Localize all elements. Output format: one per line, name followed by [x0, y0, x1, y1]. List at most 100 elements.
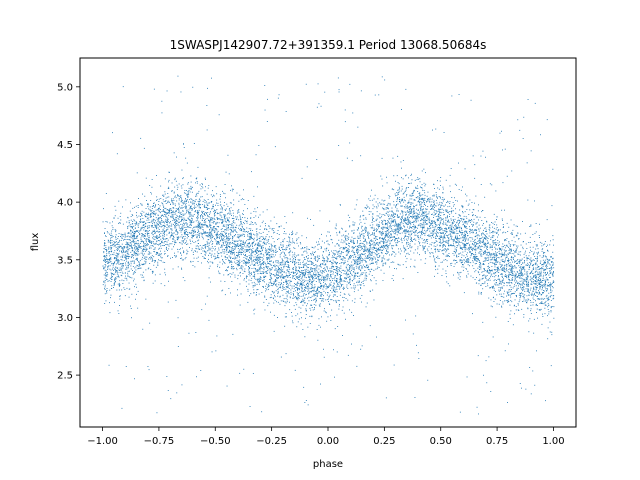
- data-point: [215, 234, 217, 236]
- data-point: [409, 211, 411, 213]
- data-point: [186, 249, 188, 251]
- data-point: [227, 242, 229, 244]
- data-point: [541, 286, 543, 288]
- data-point: [527, 276, 528, 278]
- data-point: [104, 293, 106, 295]
- data-point: [512, 270, 514, 272]
- data-point: [257, 243, 259, 245]
- data-point: [406, 245, 408, 247]
- data-point: [370, 211, 372, 213]
- data-point: [541, 264, 543, 266]
- data-point: [320, 298, 322, 299]
- data-point: [410, 241, 412, 242]
- data-point: [443, 236, 445, 237]
- data-point: [445, 233, 446, 235]
- data-point: [548, 268, 550, 269]
- data-point: [477, 355, 479, 357]
- data-point: [344, 258, 346, 259]
- data-point: [461, 206, 463, 207]
- data-point: [553, 297, 555, 299]
- data-point: [137, 248, 139, 250]
- data-point: [265, 285, 267, 287]
- data-point: [212, 236, 214, 238]
- data-point: [265, 247, 266, 249]
- data-point: [384, 239, 386, 241]
- data-point: [229, 237, 231, 239]
- data-point: [162, 203, 164, 204]
- data-point: [511, 232, 513, 233]
- data-point: [167, 187, 169, 189]
- data-point: [322, 300, 324, 302]
- data-point: [450, 219, 452, 221]
- data-point: [327, 258, 329, 260]
- data-point: [151, 271, 153, 273]
- data-point: [314, 268, 316, 270]
- data-point: [268, 251, 269, 253]
- data-point: [305, 271, 307, 273]
- data-point: [290, 272, 292, 273]
- data-point: [220, 280, 222, 282]
- data-point: [212, 204, 214, 206]
- data-point: [361, 248, 362, 250]
- data-point: [286, 282, 288, 284]
- data-point: [170, 215, 172, 217]
- data-point: [273, 302, 275, 304]
- data-point: [141, 233, 143, 235]
- data-point: [476, 256, 478, 257]
- data-point: [104, 264, 106, 265]
- data-point: [474, 256, 475, 257]
- data-point: [472, 253, 474, 254]
- data-point: [235, 227, 237, 229]
- data-point: [153, 243, 155, 245]
- data-point: [550, 294, 552, 296]
- data-point: [232, 210, 234, 211]
- data-point: [152, 270, 154, 272]
- data-point: [263, 269, 265, 271]
- data-point: [413, 239, 415, 240]
- data-point: [336, 258, 338, 260]
- data-point: [482, 236, 484, 238]
- data-point: [311, 290, 313, 291]
- data-point: [105, 275, 107, 276]
- data-point: [388, 245, 390, 246]
- data-point: [511, 282, 512, 283]
- data-point: [231, 224, 233, 226]
- data-point: [390, 262, 392, 263]
- data-point: [274, 296, 276, 298]
- data-point: [186, 226, 188, 228]
- data-point: [417, 177, 419, 179]
- data-point: [217, 219, 219, 220]
- data-point: [273, 265, 275, 267]
- data-point: [191, 219, 193, 221]
- data-point: [537, 253, 538, 255]
- data-point: [254, 208, 256, 210]
- data-point: [263, 275, 265, 277]
- data-point: [371, 226, 373, 228]
- data-point: [240, 248, 242, 250]
- data-point: [185, 257, 187, 258]
- data-point: [207, 236, 209, 238]
- data-point: [514, 280, 516, 282]
- data-point: [133, 241, 135, 242]
- data-point: [482, 243, 484, 245]
- data-point: [133, 272, 135, 274]
- data-point: [448, 239, 450, 241]
- data-point: [521, 289, 523, 290]
- data-point: [513, 253, 515, 255]
- data-point: [479, 260, 480, 262]
- data-point: [274, 245, 275, 247]
- data-point: [303, 290, 305, 292]
- data-point: [280, 244, 281, 246]
- data-point: [237, 240, 239, 242]
- data-point: [278, 272, 279, 274]
- data-point: [405, 211, 406, 213]
- data-point: [499, 248, 500, 250]
- data-point: [531, 294, 533, 296]
- data-point: [191, 208, 193, 209]
- data-point: [447, 255, 449, 256]
- data-point: [331, 239, 333, 241]
- data-point: [340, 241, 342, 243]
- data-point: [382, 263, 384, 265]
- data-point: [386, 235, 388, 237]
- data-point: [158, 236, 159, 238]
